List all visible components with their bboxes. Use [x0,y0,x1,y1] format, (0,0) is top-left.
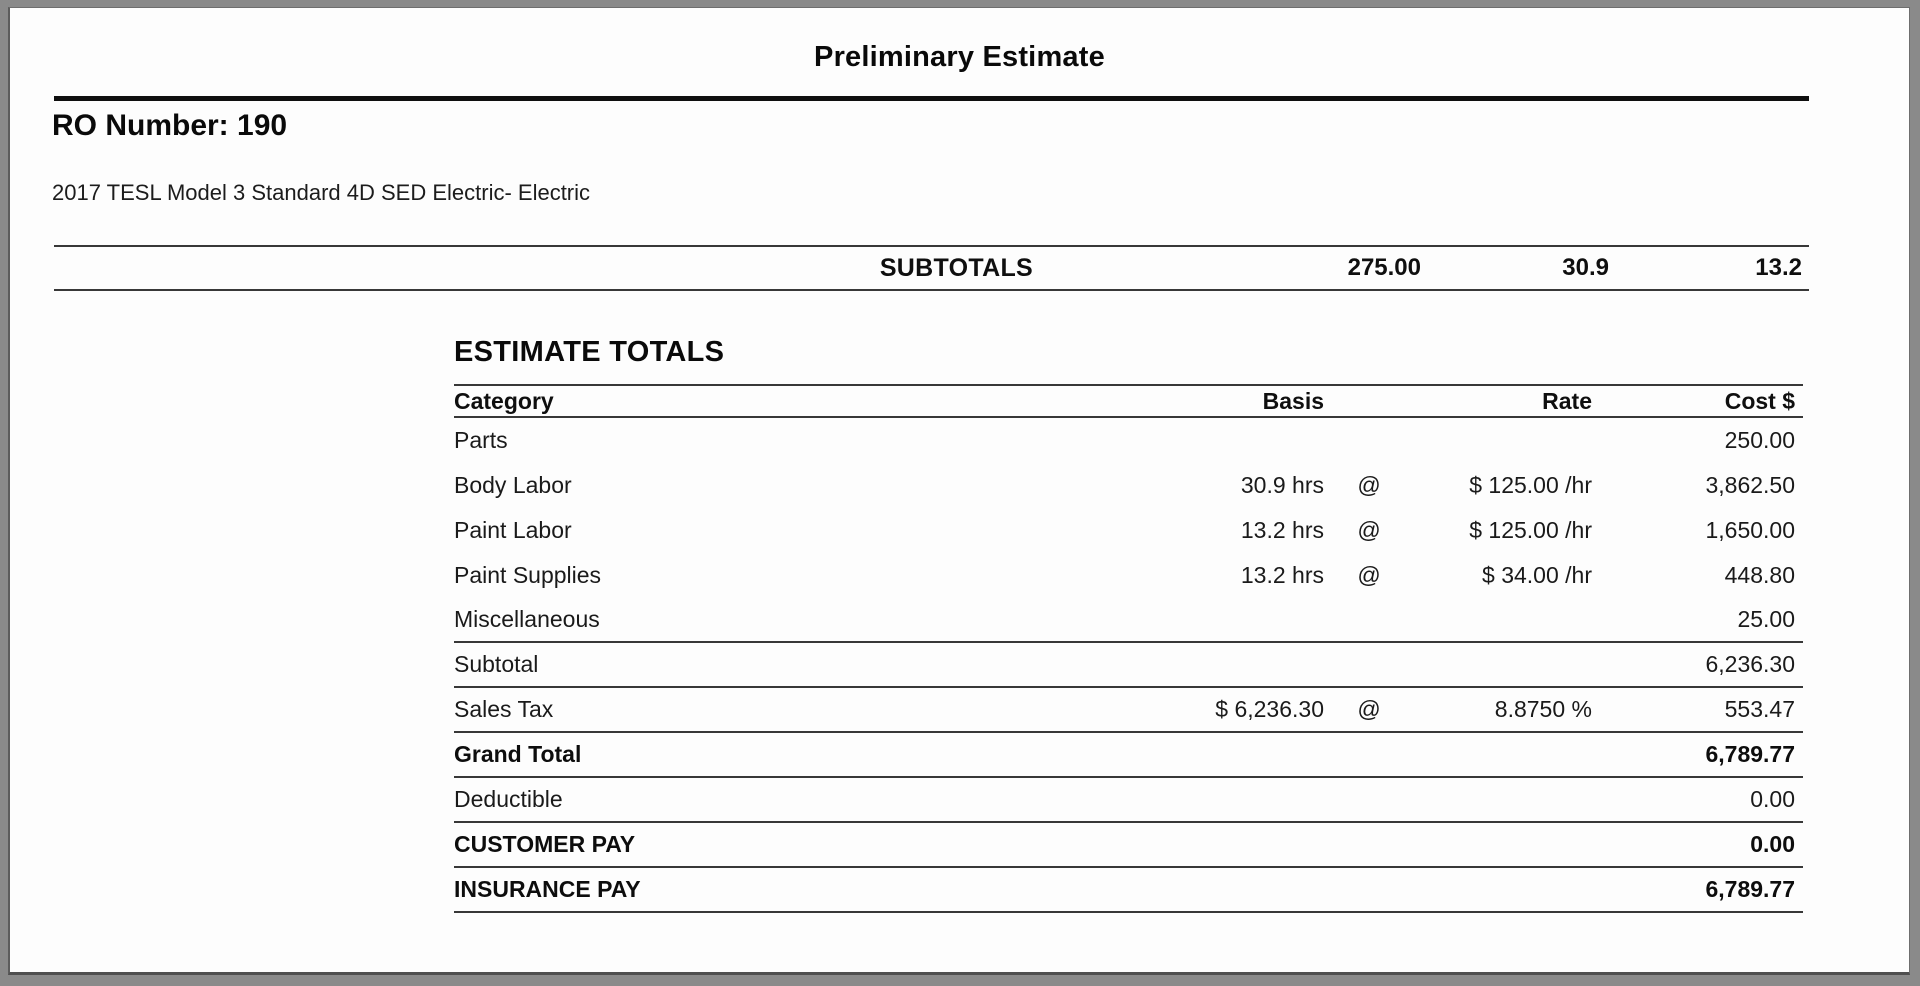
category-cell: Paint Supplies [454,562,602,588]
rate-cell: 8.8750 % [1494,696,1592,722]
estimate-totals-table: Category Basis Rate Cost $ Parts 250.00 … [454,384,1803,913]
basis-cell: $ 6,236.30 [1215,696,1324,722]
table-row-miscellaneous: Miscellaneous 25.00 [454,598,1803,643]
category-cell: INSURANCE PAY [454,876,641,902]
table-row-sales-tax: Sales Tax $ 6,236.30 @ 8.8750 % 553.47 [454,688,1803,733]
table-header-row: Category Basis Rate Cost $ [454,384,1803,418]
subtotals-parts-value: 275.00 [1347,254,1421,281]
document-title: Preliminary Estimate [814,41,1105,73]
category-cell: Miscellaneous [454,606,600,632]
table-row-parts: Parts 250.00 [454,418,1803,463]
cost-cell: 448.80 [1724,562,1795,588]
cost-cell: 250.00 [1724,427,1795,453]
subtotals-band: SUBTOTALS 275.00 30.9 13.2 [54,245,1809,291]
category-cell: Parts [454,427,508,453]
column-header-rate: Rate [1542,387,1592,414]
at-symbol: @ [1357,696,1381,722]
estimate-totals-heading: ESTIMATE TOTALS [454,336,725,368]
rate-cell: $ 34.00 /hr [1482,562,1592,588]
column-header-basis: Basis [1262,387,1324,414]
subtotals-body-hours-value: 30.9 [1562,254,1609,281]
table-row-customer-pay: CUSTOMER PAY 0.00 [454,823,1803,868]
table-row-paint-labor: Paint Labor 13.2 hrs @ $ 125.00 /hr 1,65… [454,508,1803,553]
table-row-paint-supplies: Paint Supplies 13.2 hrs @ $ 34.00 /hr 44… [454,553,1803,598]
cost-cell: 0.00 [1750,831,1795,857]
basis-cell: 13.2 hrs [1240,562,1324,588]
at-symbol: @ [1357,472,1381,498]
cost-cell: 6,236.30 [1705,651,1795,677]
table-row-body-labor: Body Labor 30.9 hrs @ $ 125.00 /hr 3,862… [454,463,1803,508]
table-row-subtotal: Subtotal 6,236.30 [454,643,1803,688]
title-divider-rule [54,96,1809,101]
category-cell: Sales Tax [454,696,554,722]
basis-cell: 30.9 hrs [1240,472,1324,498]
cost-cell: 6,789.77 [1705,876,1795,902]
category-cell: Grand Total [454,741,582,767]
subtotals-label: SUBTOTALS [879,254,1033,282]
category-cell: Paint Labor [454,517,572,543]
category-cell: Subtotal [454,651,539,677]
cost-cell: 1,650.00 [1705,517,1795,543]
at-symbol: @ [1357,517,1381,543]
cost-cell: 25.00 [1737,606,1795,632]
vehicle-description: 2017 TESL Model 3 Standard 4D SED Electr… [52,180,591,205]
subtotals-paint-hours-value: 13.2 [1755,254,1802,281]
at-symbol: @ [1357,562,1381,588]
cost-cell: 3,862.50 [1705,472,1795,498]
table-row-insurance-pay: INSURANCE PAY 6,789.77 [454,868,1803,913]
cost-cell: 553.47 [1724,696,1795,722]
rate-cell: $ 125.00 /hr [1469,517,1592,543]
cost-cell: 6,789.77 [1705,741,1795,767]
column-header-category: Category [454,387,554,414]
table-row-deductible: Deductible 0.00 [454,778,1803,823]
document-page: Preliminary Estimate RO Number: 190 2017… [8,7,1910,975]
cost-cell: 0.00 [1750,786,1795,812]
rate-cell: $ 125.00 /hr [1469,472,1592,498]
category-cell: CUSTOMER PAY [454,831,636,857]
table-row-grand-total: Grand Total 6,789.77 [454,733,1803,778]
category-cell: Deductible [454,786,563,812]
column-header-cost: Cost $ [1724,387,1795,414]
ro-number: RO Number: 190 [52,109,288,142]
basis-cell: 13.2 hrs [1240,517,1324,543]
category-cell: Body Labor [454,472,572,498]
